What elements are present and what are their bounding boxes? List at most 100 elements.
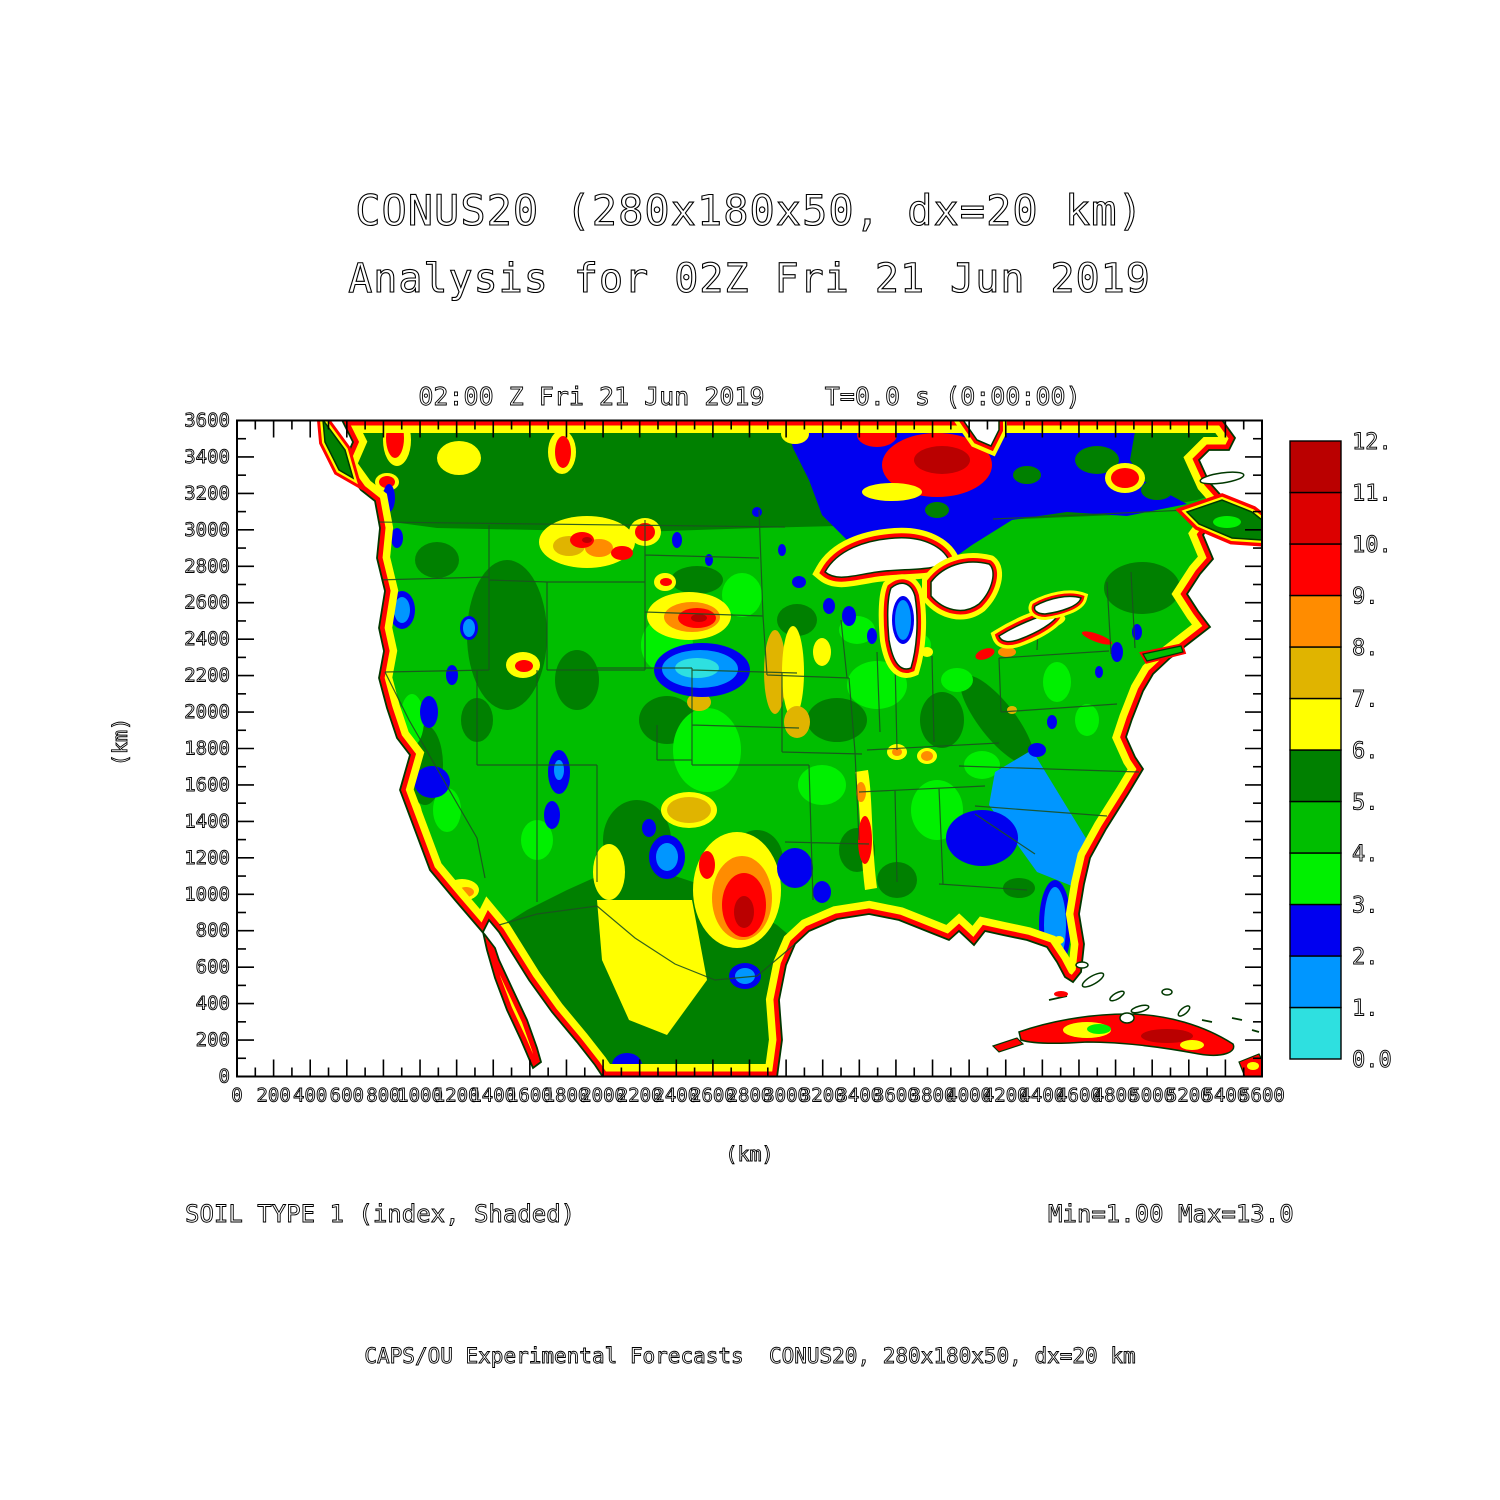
y-tick-label: 1800 <box>184 738 230 760</box>
colorbar-label: 7. <box>1352 688 1379 713</box>
x-tick-label: 3600 <box>873 1085 919 1107</box>
y-tick-label: 2600 <box>184 592 230 614</box>
x-axis-unit-label: (km) <box>725 1142 774 1167</box>
colorbar-label: 5. <box>1352 791 1379 816</box>
colorbar-label: 10. <box>1352 533 1392 558</box>
y-tick-label: 3200 <box>184 482 230 504</box>
x-tick-label: 5600 <box>1239 1085 1285 1107</box>
y-tick-label: 2000 <box>184 701 230 723</box>
colorbar-segment <box>1289 800 1342 854</box>
x-tick-label: 3200 <box>800 1085 846 1107</box>
y-tick-label: 3000 <box>184 519 230 541</box>
colorbar-label: 6. <box>1352 739 1379 764</box>
y-tick-label: 3400 <box>184 446 230 468</box>
minmax-annotation: Min=1.00 Max=13.0 <box>1048 1200 1295 1229</box>
y-tick-label: 200 <box>196 1029 230 1051</box>
florida-keys <box>1054 991 1068 997</box>
colorbar-segment <box>1289 1006 1342 1060</box>
colorbar-label: 12. <box>1352 430 1392 455</box>
map-area <box>237 420 1262 1077</box>
colorbar-label: 3. <box>1352 894 1379 919</box>
colorbar-label: 2. <box>1352 945 1379 970</box>
colorbar-segment <box>1289 749 1342 803</box>
lake-huron <box>922 553 1003 620</box>
vancouver-island <box>316 420 363 491</box>
y-tick-label: 400 <box>196 993 230 1015</box>
y-axis-tick-labels: 0 200 400 600 800 1000 1200 1400 1600 1800 2000 220… <box>184 409 231 1088</box>
x-tick-label: 600 <box>330 1085 364 1107</box>
footer-credit: CAPS/OU Experimental Forecasts CONUS20, … <box>364 1344 1136 1369</box>
lake-ontario <box>1028 590 1089 621</box>
x-tick-label: 0 <box>231 1085 242 1107</box>
colorbar-segment <box>1289 440 1342 494</box>
x-tick-label: 400 <box>293 1085 327 1107</box>
y-tick-label: 600 <box>196 956 230 978</box>
anticosti-island-outline <box>1199 471 1245 485</box>
x-tick-label: 5200 <box>1166 1085 1212 1107</box>
x-tick-label: 5400 <box>1203 1085 1249 1107</box>
x-axis-tick-labels: 0 200 400 600 800100012001400160018002000220… <box>231 1084 1286 1107</box>
james-bay <box>953 420 1007 457</box>
southeast-coastal-plain <box>989 750 1087 890</box>
y-tick-label: 1400 <box>184 810 230 832</box>
colorbar-label: 4. <box>1352 842 1379 867</box>
x-tick-label: 1800 <box>544 1085 590 1107</box>
colorbar-label: 11. <box>1352 482 1392 507</box>
x-tick-label: 4200 <box>983 1085 1029 1107</box>
chart-title-line2: Analysis for 02Z Fri 21 Jun 2019 <box>348 255 1151 302</box>
cuba <box>991 1013 1235 1056</box>
colorbar-segment <box>1289 646 1342 700</box>
x-tick-label: 3400 <box>836 1085 882 1107</box>
y-tick-label: 1600 <box>184 774 230 796</box>
x-tick-label: 1000 <box>397 1085 443 1107</box>
x-tick-label: 4000 <box>946 1085 992 1107</box>
mexico-plateau-yellow <box>597 900 707 1035</box>
y-tick-label: 2200 <box>184 665 230 687</box>
x-tick-label: 2400 <box>653 1085 699 1107</box>
colorbar-label: 1. <box>1352 997 1379 1022</box>
y-tick-label: 0 <box>219 1066 230 1088</box>
colorbar-label: 8. <box>1352 636 1379 661</box>
x-tick-label: 3800 <box>910 1085 956 1107</box>
x-tick-label: 2600 <box>690 1085 736 1107</box>
great-lakes <box>812 527 1089 678</box>
colorbar <box>1289 440 1342 1060</box>
x-tick-label: 4600 <box>1056 1085 1102 1107</box>
colorbar-segment <box>1289 491 1342 545</box>
chart-title-line1: CONUS20 (280x180x50, dx=20 km) <box>355 185 1144 235</box>
x-tick-label: 3000 <box>763 1085 809 1107</box>
y-tick-label: 2800 <box>184 555 230 577</box>
axis-ticks <box>236 419 1263 1078</box>
colorbar-segment <box>1289 697 1342 751</box>
colorbar-segment <box>1289 955 1342 1009</box>
x-tick-label: 1200 <box>434 1085 480 1107</box>
state-borders <box>376 509 1188 981</box>
x-tick-label: 5000 <box>1129 1085 1175 1107</box>
long-island <box>1139 643 1187 664</box>
x-tick-label: 800 <box>366 1085 400 1107</box>
y-tick-label: 2400 <box>184 628 230 650</box>
colorbar-segment <box>1289 543 1342 597</box>
lake-michigan <box>878 574 927 678</box>
colorbar-label: 9. <box>1352 585 1379 610</box>
x-tick-label: 4800 <box>1093 1085 1139 1107</box>
plot-time-header: 02:00 Z Fri 21 Jun 2019 T=0.0 s (0:00:00… <box>418 382 1081 412</box>
colorbar-labels: 0.0 1. 2. 3. 4. 5. 6. 7. 8. 9. 10. 11. 12. <box>1352 430 1393 1074</box>
x-tick-label: 200 <box>256 1085 290 1107</box>
colorbar-label: 0.0 <box>1352 1048 1392 1073</box>
colorbar-segment <box>1289 594 1342 648</box>
x-tick-label: 2200 <box>617 1085 663 1107</box>
field-annotation: SOIL TYPE 1 (index, Shaded) <box>185 1200 576 1229</box>
colorbar-segment <box>1289 852 1342 906</box>
landmass-fills <box>342 420 1243 1077</box>
y-tick-label: 1200 <box>184 847 230 869</box>
x-tick-label: 1400 <box>470 1085 516 1107</box>
nova-scotia <box>1175 493 1262 547</box>
x-tick-label: 4400 <box>1019 1085 1065 1107</box>
x-tick-label: 2000 <box>580 1085 626 1107</box>
y-tick-label: 3600 <box>184 410 230 432</box>
x-tick-label: 2800 <box>727 1085 773 1107</box>
y-tick-label: 800 <box>196 920 230 942</box>
y-tick-label: 1000 <box>184 883 230 905</box>
